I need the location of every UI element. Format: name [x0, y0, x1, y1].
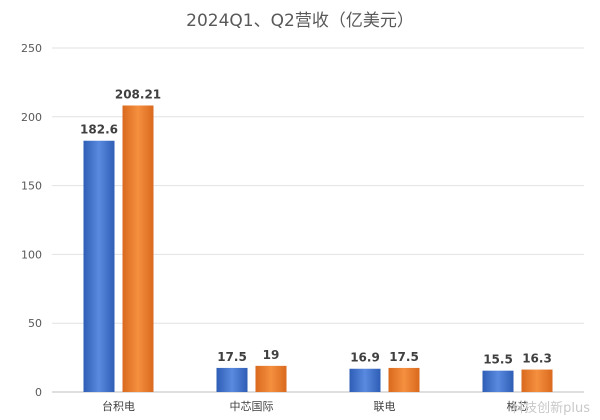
x-axis: 台积电 中芯国际 联电 格芯 [102, 399, 529, 413]
bar-blue [83, 140, 115, 392]
data-label: 182.6 [80, 123, 118, 137]
data-label: 16.3 [522, 352, 552, 366]
watermark: 科技创新plus [511, 401, 590, 416]
category-label: 中芯国际 [230, 399, 274, 413]
y-tick-label: 0 [35, 386, 42, 399]
bars [83, 105, 553, 392]
y-tick-label: 50 [28, 317, 42, 330]
chart-title: 2024Q1、Q2营收（亿美元） [186, 11, 414, 31]
y-tick-label: 200 [21, 111, 42, 124]
data-labels: 182.6 208.21 17.5 19 16.9 17.5 15.5 16.3 [80, 88, 552, 367]
y-tick-label: 250 [21, 42, 42, 55]
y-tick-label: 100 [21, 248, 42, 261]
category-label: 格芯 [507, 399, 529, 413]
y-tick-label: 150 [21, 180, 42, 193]
data-label: 15.5 [483, 353, 513, 367]
bar-orange [388, 367, 420, 392]
data-label: 17.5 [389, 350, 419, 364]
category-label: 联电 [374, 400, 396, 413]
data-label: 16.9 [350, 351, 380, 365]
data-label: 208.21 [115, 88, 161, 102]
data-label: 17.5 [217, 350, 247, 364]
bar-orange [521, 369, 553, 392]
bar-blue [482, 370, 514, 392]
bar-orange [255, 365, 287, 392]
bar-orange [122, 105, 154, 392]
y-axis: 0 50 100 150 200 250 [21, 42, 42, 399]
bar-blue [216, 367, 248, 392]
category-label: 台积电 [102, 399, 135, 413]
bar-blue [349, 368, 381, 392]
data-label: 19 [263, 348, 280, 362]
